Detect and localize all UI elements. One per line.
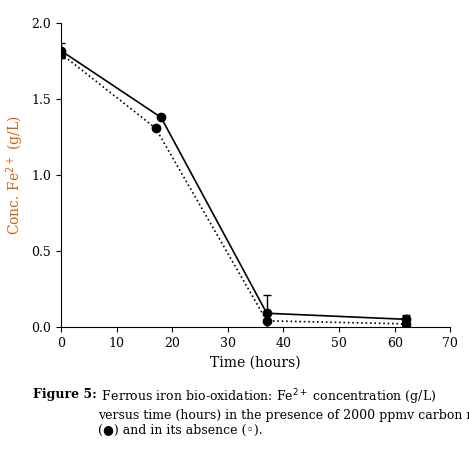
- X-axis label: Time (hours): Time (hours): [210, 355, 301, 369]
- Text: Figure 5:: Figure 5:: [33, 388, 97, 401]
- Y-axis label: Conc. Fe$^{2+}$ (g/L): Conc. Fe$^{2+}$ (g/L): [4, 115, 26, 235]
- Text: Ferrous iron bio-oxidation: Fe$^{2+}$ concentration (g/L)
versus time (hours) in: Ferrous iron bio-oxidation: Fe$^{2+}$ co…: [98, 388, 469, 437]
